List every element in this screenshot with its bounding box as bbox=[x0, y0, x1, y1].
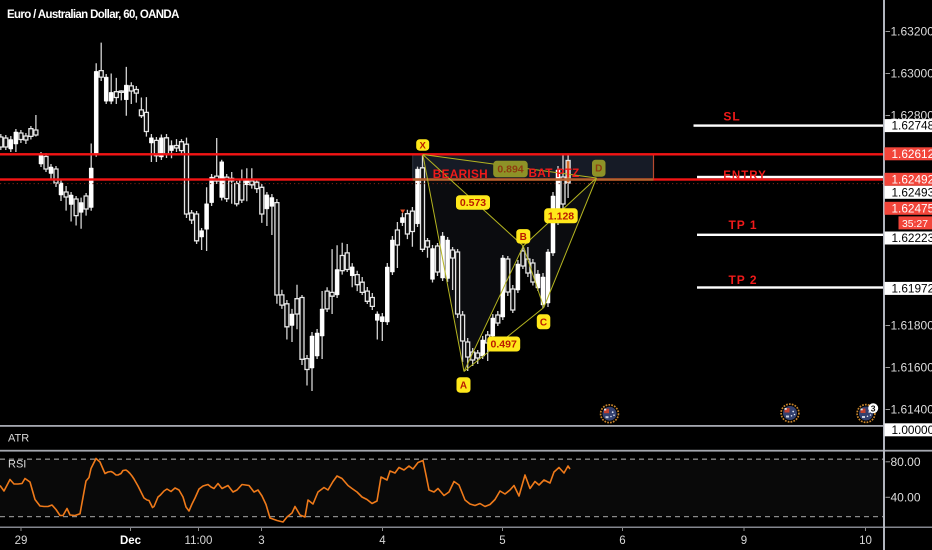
svg-text:D: D bbox=[595, 164, 602, 175]
svg-text:0.573: 0.573 bbox=[460, 197, 486, 209]
svg-text:1.63200: 1.63200 bbox=[891, 25, 932, 39]
svg-text:1.128: 1.128 bbox=[548, 211, 574, 223]
svg-text:1.62493: 1.62493 bbox=[892, 185, 932, 199]
svg-text:TP 2: TP 2 bbox=[728, 273, 757, 287]
svg-text:1.61972: 1.61972 bbox=[892, 282, 932, 296]
svg-text:3: 3 bbox=[258, 535, 264, 547]
svg-text:1.62492: 1.62492 bbox=[892, 172, 932, 186]
svg-text:SL: SL bbox=[723, 110, 740, 124]
svg-text:A: A bbox=[460, 381, 467, 392]
svg-text:1.62748: 1.62748 bbox=[892, 119, 932, 133]
svg-text:BAT PTZ: BAT PTZ bbox=[528, 166, 579, 180]
svg-text:ENTRY: ENTRY bbox=[723, 170, 767, 182]
svg-text:1.63000: 1.63000 bbox=[891, 67, 932, 81]
svg-text:5: 5 bbox=[499, 535, 505, 547]
svg-text:1.62612: 1.62612 bbox=[892, 147, 932, 161]
svg-text:1.62223: 1.62223 bbox=[892, 231, 932, 245]
svg-text:4: 4 bbox=[379, 535, 386, 547]
svg-text:80.00: 80.00 bbox=[891, 455, 921, 469]
svg-text:RSI: RSI bbox=[8, 459, 26, 471]
svg-text:1.61600: 1.61600 bbox=[891, 361, 932, 375]
svg-text:TP 1: TP 1 bbox=[728, 218, 757, 232]
svg-text:0.894: 0.894 bbox=[497, 164, 523, 176]
svg-text:29: 29 bbox=[15, 535, 28, 547]
svg-text:X: X bbox=[420, 140, 427, 151]
svg-text:0.497: 0.497 bbox=[491, 339, 517, 351]
svg-text:6: 6 bbox=[619, 535, 625, 547]
svg-text:1.62475: 1.62475 bbox=[892, 201, 932, 215]
svg-text:11:00: 11:00 bbox=[185, 535, 213, 547]
svg-text:BEARISH: BEARISH bbox=[433, 167, 488, 181]
svg-text:Euro / Australian Dollar, 60,: Euro / Australian Dollar, 60, OANDA bbox=[7, 9, 179, 21]
svg-text:10: 10 bbox=[859, 535, 872, 547]
svg-text:1.61800: 1.61800 bbox=[891, 319, 932, 333]
svg-text:3: 3 bbox=[871, 404, 876, 414]
svg-text:ATR: ATR bbox=[8, 433, 29, 445]
svg-text:40.00: 40.00 bbox=[891, 491, 921, 505]
svg-text:9: 9 bbox=[741, 535, 747, 547]
svg-text:Dec: Dec bbox=[120, 535, 142, 547]
svg-text:C: C bbox=[540, 317, 547, 328]
svg-text:B: B bbox=[520, 232, 527, 243]
svg-text:1.61400: 1.61400 bbox=[891, 403, 932, 417]
svg-text:35:27: 35:27 bbox=[902, 219, 928, 230]
svg-text:1.00000: 1.00000 bbox=[892, 423, 932, 437]
